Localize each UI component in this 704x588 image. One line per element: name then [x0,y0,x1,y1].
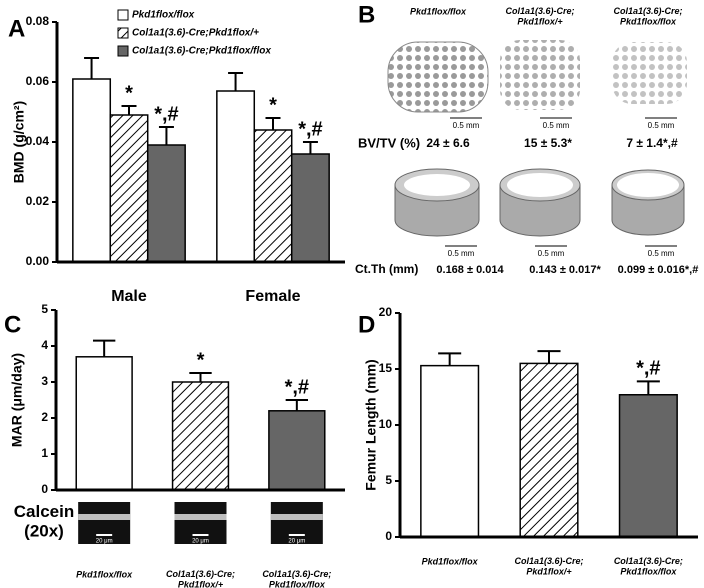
bv-tv-value: 15 ± 5.3* [524,136,572,150]
column-label: Pkd1flox/flox [410,6,467,16]
x-tick-label: Male [111,288,147,305]
bar [519,362,579,538]
bar [109,114,149,263]
scale-label: 0.5 mm [648,249,675,258]
x-tick-label: Col1a1(3.6)-Cre; Pkd1flox/flox [262,569,331,588]
bv-tv-value: 7 ± 1.4*,# [626,136,678,150]
y-tick-label: 15 [379,361,393,375]
y-tick-label: 0.08 [26,14,50,28]
bv-tv-value: 24 ± 6.6 [426,136,470,150]
y-axis-label: Femur Length (mm) [363,359,379,490]
annotation: *,# [154,103,178,125]
row-label: Ct.Th (mm) [355,262,418,276]
annotation: *,# [636,358,660,380]
bar [75,356,133,491]
legend-label: Col1a1(3.6)-Cre;Pkd1flox/+ [132,28,259,39]
cortical-image [394,168,685,237]
calcein-band [270,514,323,520]
annotation: *,# [298,118,322,140]
scale-label: 0.5 mm [448,249,475,258]
x-tick-label: Female [245,288,300,305]
y-tick-label: 0.04 [26,134,50,148]
ct-th-value: 0.168 ± 0.014 [436,264,504,276]
annotation: * [269,94,277,116]
trabecular-image [387,41,489,113]
y-axis-label: BMD (g/cm²) [11,101,27,183]
panel-label: D [358,311,375,338]
bar [146,144,186,263]
y-tick-label: 2 [41,410,48,424]
y-tick-label: 0 [41,482,48,496]
bar [253,129,293,263]
y-tick-label: 0 [385,529,392,543]
legend-swatch [117,27,129,39]
scale-label: 0.5 mm [543,121,570,130]
bar [618,394,678,538]
x-tick-label: Col1a1(3.6)-Cre; Pkd1flox/+ [166,569,235,588]
bar [420,364,480,538]
image-scale: 20 μm [288,539,305,545]
trabecular-image [500,40,580,110]
ct-th-value: 0.099 ± 0.016*,# [618,264,699,276]
bar [290,153,330,263]
y-tick-label: 4 [41,338,48,352]
legend-label: Pkd1flox/flox [132,10,195,21]
x-tick-label: Col1a1(3.6)-Cre; Pkd1flox/flox [614,556,683,576]
scale-label: 0.5 mm [453,121,480,130]
scale-label: 0.5 mm [648,121,675,130]
legend-label: Col1a1(3.6)-Cre;Pkd1flox/flox [132,46,271,57]
image-scale: 20 μm [192,539,209,545]
y-tick-label: 5 [385,473,392,487]
panel-label: B [358,1,375,28]
y-tick-label: 20 [379,305,393,319]
annotation: * [125,82,133,104]
y-tick-label: 10 [379,417,393,431]
row-label: BV/TV (%) [358,135,420,150]
image-scale: 20 μm [96,539,113,545]
y-tick-label: 0.06 [26,74,50,88]
calcein-image [270,502,323,544]
y-tick-label: 0.02 [26,194,50,208]
y-axis-label: MAR (μm/day) [9,353,25,447]
calcein-band [78,514,131,520]
bar [72,78,112,263]
panel-label: C [4,311,21,338]
image-label: Calcein (20x) [14,502,74,541]
trabecular-image [612,42,687,104]
y-tick-label: 3 [41,374,48,388]
y-tick-label: 1 [41,446,48,460]
scale-label: 0.5 mm [538,249,565,258]
y-tick-label: 5 [41,302,48,316]
x-tick-label: Pkd1flox/flox [76,569,133,579]
ct-th-value: 0.143 ± 0.017* [529,264,601,276]
calcein-image [78,502,131,544]
column-label: Col1a1(3.6)-Cre; Pkd1flox/+ [505,6,574,26]
legend-swatch [117,45,129,57]
column-label: Col1a1(3.6)-Cre; Pkd1flox/flox [613,6,682,26]
bar [171,381,230,491]
panel-label: A [8,15,25,42]
x-tick-label: Col1a1(3.6)-Cre; Pkd1flox/+ [514,556,583,576]
annotation: *,# [285,376,309,398]
x-tick-label: Pkd1flox/flox [422,556,479,566]
panel-b: B Pkd1flox/flox Col1a1(3.6)-Cre; Pkd1flox… [355,1,698,276]
y-tick-label: 0.00 [26,254,50,268]
bar [216,90,256,263]
bar [268,410,326,491]
legend-swatch [117,9,129,21]
calcein-image [174,502,227,544]
annotation: * [197,349,205,371]
calcein-band [174,514,227,520]
